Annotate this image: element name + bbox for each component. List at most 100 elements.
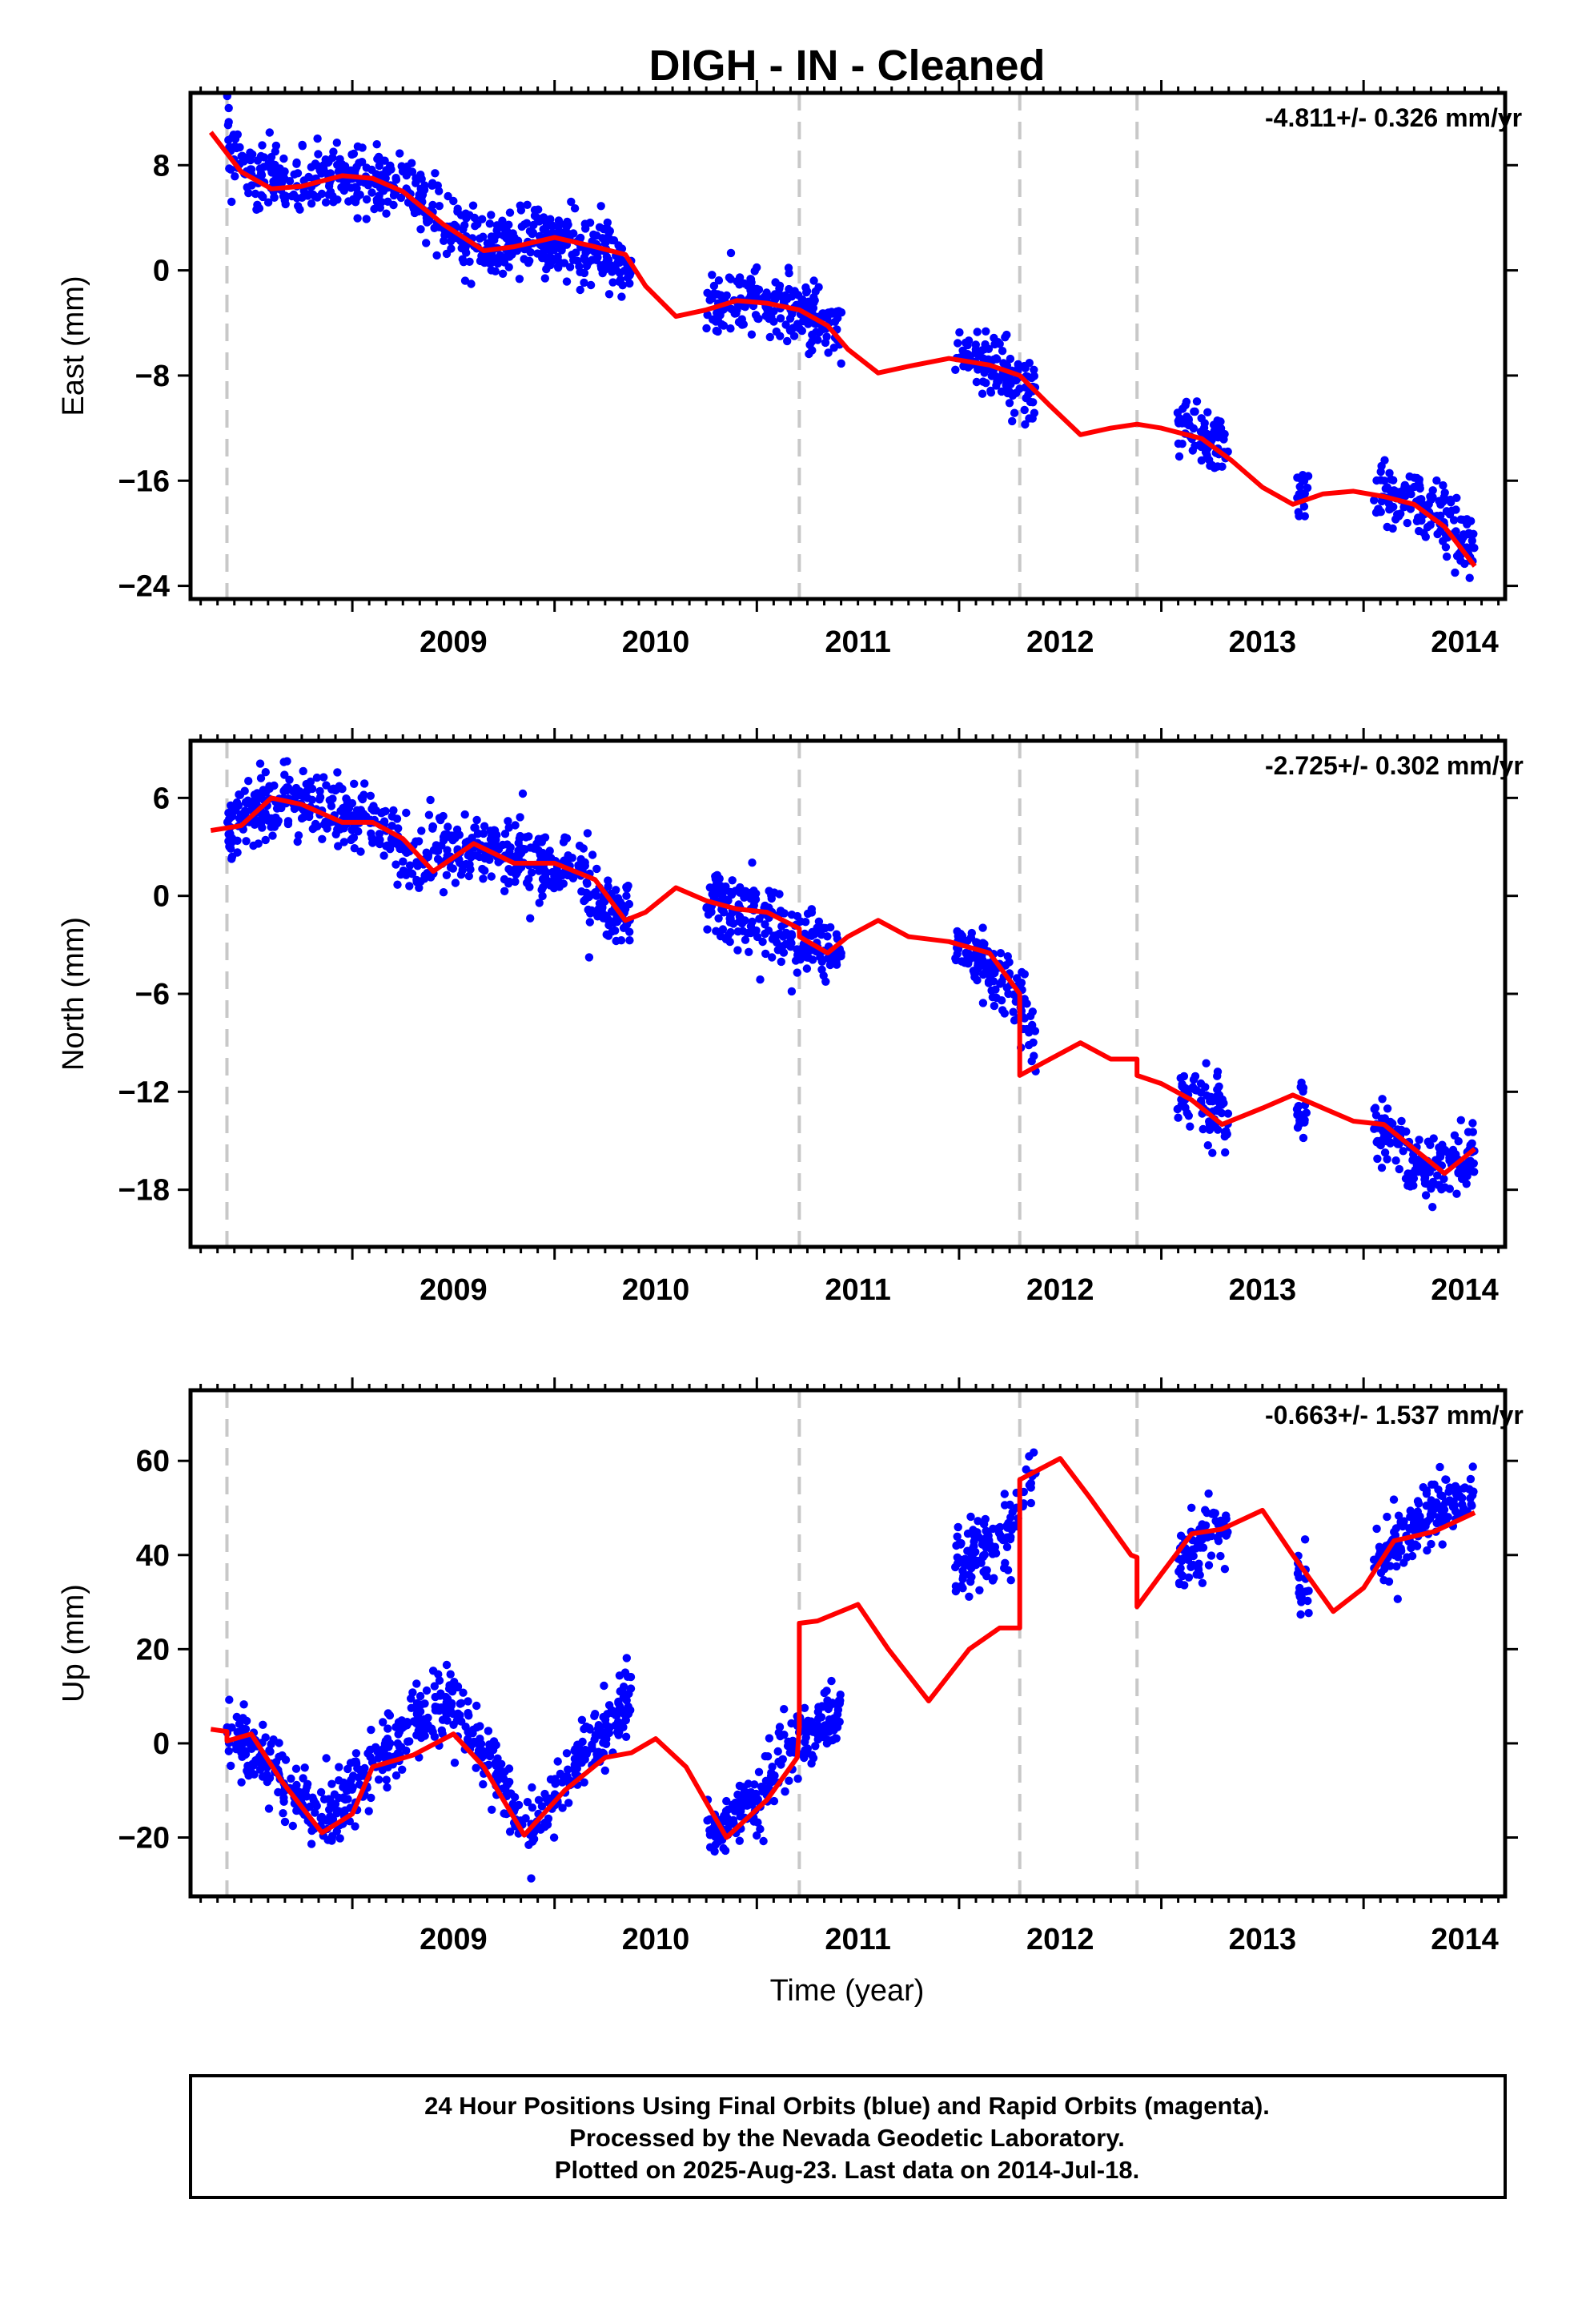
data-point <box>987 986 996 995</box>
data-point <box>1006 354 1015 364</box>
data-point <box>311 1799 320 1808</box>
data-point <box>460 245 469 254</box>
data-point <box>240 1747 250 1755</box>
data-point <box>1424 500 1433 509</box>
data-point <box>382 167 391 176</box>
data-point <box>1203 408 1212 416</box>
data-point <box>1433 1171 1442 1180</box>
data-point <box>1299 1087 1307 1096</box>
data-point <box>1439 480 1447 490</box>
data-point <box>412 878 421 887</box>
data-point <box>536 1825 545 1834</box>
x-tick-label: 2009 <box>420 1273 488 1307</box>
data-point <box>267 152 276 162</box>
data-point <box>249 841 258 850</box>
data-point <box>816 953 825 962</box>
data-point <box>326 187 335 196</box>
data-point <box>818 324 828 334</box>
data-point <box>719 908 729 917</box>
data-point <box>302 779 311 789</box>
data-point <box>1006 1576 1015 1585</box>
data-point <box>233 130 242 139</box>
data-point <box>619 1683 628 1691</box>
data-point <box>1300 1535 1310 1544</box>
data-point <box>783 336 792 346</box>
data-point <box>713 327 722 336</box>
data-point <box>367 1793 375 1803</box>
data-point <box>563 856 572 866</box>
data-point <box>571 1745 580 1754</box>
data-point <box>280 1817 290 1827</box>
data-point <box>1421 1191 1431 1200</box>
data-point <box>393 1739 402 1748</box>
data-point <box>1399 1517 1408 1526</box>
data-point <box>292 1806 301 1815</box>
data-point <box>823 313 832 322</box>
data-point <box>1454 1136 1463 1146</box>
data-point <box>732 1803 741 1811</box>
data-point <box>1022 393 1030 403</box>
data-point <box>973 939 982 947</box>
data-point <box>367 1725 375 1735</box>
data-point <box>505 1827 515 1836</box>
data-point <box>426 873 436 882</box>
data-point <box>431 169 440 178</box>
data-point <box>480 850 490 859</box>
data-point <box>342 795 351 804</box>
data-point <box>451 879 460 887</box>
data-point <box>1184 1112 1194 1120</box>
data-point <box>990 340 999 349</box>
data-point <box>725 914 734 923</box>
data-point <box>1209 420 1219 429</box>
data-point <box>402 808 411 818</box>
data-point <box>1213 1125 1223 1134</box>
data-point <box>408 167 417 176</box>
data-point <box>825 1715 834 1724</box>
data-point <box>460 810 469 819</box>
footer-box: 24 Hour Positions Using Final Orbits (bl… <box>189 2074 1507 2199</box>
data-point <box>982 965 992 975</box>
data-point <box>735 917 744 926</box>
data-point <box>951 1562 960 1572</box>
data-point <box>577 887 586 896</box>
data-point <box>430 223 439 232</box>
data-point <box>504 879 513 888</box>
data-point <box>712 927 721 935</box>
data-point <box>1440 489 1449 497</box>
y-tick-label: 40 <box>136 1539 170 1573</box>
data-point <box>458 866 467 875</box>
data-point <box>1456 557 1465 565</box>
data-point <box>808 337 817 346</box>
data-point <box>268 831 277 840</box>
data-point <box>1208 1148 1217 1157</box>
data-point <box>1452 493 1461 502</box>
data-point <box>771 278 780 287</box>
data-point <box>1399 503 1408 512</box>
data-point <box>1213 1072 1222 1080</box>
data-point <box>435 202 444 211</box>
data-point <box>603 1722 612 1731</box>
data-point <box>330 1790 339 1799</box>
data-point <box>379 1745 389 1755</box>
data-point <box>1030 365 1038 374</box>
data-point <box>1415 1136 1423 1144</box>
data-point <box>424 810 434 819</box>
data-point <box>735 273 745 282</box>
data-point <box>383 1724 392 1733</box>
data-point <box>511 821 520 830</box>
data-point <box>526 914 535 923</box>
data-point <box>265 128 274 137</box>
data-point <box>582 262 592 271</box>
x-tick-label: 2010 <box>622 1923 690 1956</box>
data-point <box>581 224 590 233</box>
data-point <box>1396 509 1405 518</box>
data-point <box>1304 1609 1313 1618</box>
data-point <box>1377 1164 1387 1172</box>
data-point <box>1465 1158 1474 1167</box>
data-point <box>233 836 242 846</box>
x-tick-label: 2011 <box>825 625 890 659</box>
data-point <box>224 1747 233 1755</box>
data-point <box>402 1746 411 1755</box>
data-point <box>619 923 628 933</box>
data-point <box>705 1831 715 1839</box>
